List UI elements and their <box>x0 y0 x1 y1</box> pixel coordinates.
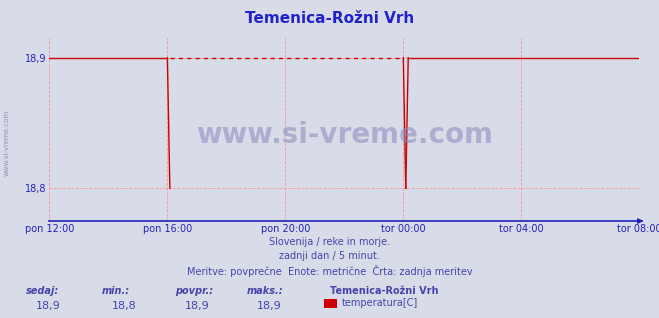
Text: maks.:: maks.: <box>247 286 284 296</box>
Text: 18,9: 18,9 <box>257 301 282 310</box>
Text: 18,9: 18,9 <box>36 301 61 310</box>
Text: Temenica-Rožni Vrh: Temenica-Rožni Vrh <box>330 286 438 296</box>
Text: Meritve: povprečne  Enote: metrične  Črta: zadnja meritev: Meritve: povprečne Enote: metrične Črta:… <box>186 265 473 277</box>
Text: min.:: min.: <box>102 286 130 296</box>
Text: 18,8: 18,8 <box>112 301 137 310</box>
Text: www.si-vreme.com: www.si-vreme.com <box>196 121 493 149</box>
Text: povpr.:: povpr.: <box>175 286 213 296</box>
Text: 18,9: 18,9 <box>185 301 210 310</box>
Text: Slovenija / reke in morje.: Slovenija / reke in morje. <box>269 237 390 247</box>
Text: Temenica-Rožni Vrh: Temenica-Rožni Vrh <box>245 11 414 26</box>
Text: sedaj:: sedaj: <box>26 286 59 296</box>
Text: temperatura[C]: temperatura[C] <box>341 298 418 308</box>
Text: www.si-vreme.com: www.si-vreme.com <box>3 110 10 176</box>
Text: zadnji dan / 5 minut.: zadnji dan / 5 minut. <box>279 251 380 261</box>
